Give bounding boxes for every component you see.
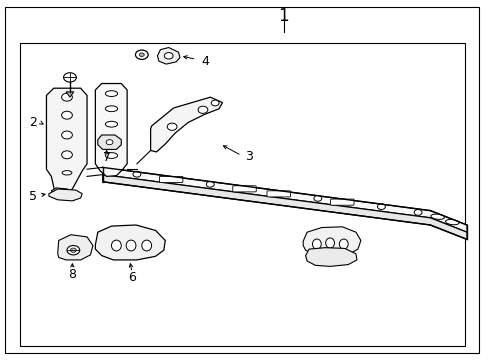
Circle shape [139,53,144,57]
Text: 3: 3 [245,150,253,163]
Polygon shape [157,48,180,64]
Text: 6: 6 [128,271,136,284]
Polygon shape [98,135,121,149]
Circle shape [63,73,76,82]
Polygon shape [102,175,466,239]
Polygon shape [46,88,87,198]
Ellipse shape [105,138,117,143]
Text: 8: 8 [68,268,76,281]
Polygon shape [49,189,82,201]
Ellipse shape [430,214,444,219]
Bar [20,43,464,346]
Text: 7: 7 [102,151,110,164]
Circle shape [61,131,72,139]
FancyBboxPatch shape [159,176,183,183]
Circle shape [164,53,173,59]
Ellipse shape [105,153,117,158]
Circle shape [377,204,385,210]
Circle shape [206,181,214,187]
Ellipse shape [105,91,117,96]
FancyBboxPatch shape [266,191,290,197]
Text: 1: 1 [278,7,288,25]
Ellipse shape [339,239,347,249]
Circle shape [70,248,76,252]
Polygon shape [95,225,165,260]
Ellipse shape [105,121,117,127]
Text: 4: 4 [201,55,209,68]
Circle shape [61,111,72,119]
Circle shape [67,246,80,255]
Circle shape [61,151,72,159]
Ellipse shape [445,220,458,225]
Text: 2: 2 [29,116,37,129]
Polygon shape [303,227,360,256]
Circle shape [61,93,72,101]
Ellipse shape [62,171,72,175]
Ellipse shape [111,240,121,251]
Polygon shape [305,248,356,266]
FancyBboxPatch shape [330,199,353,205]
Ellipse shape [312,239,321,249]
Ellipse shape [105,106,117,112]
Polygon shape [95,84,127,176]
Circle shape [198,106,207,113]
Circle shape [135,50,148,59]
Ellipse shape [126,240,136,251]
FancyBboxPatch shape [232,186,256,192]
Circle shape [313,195,321,201]
Circle shape [167,123,177,130]
Ellipse shape [142,240,151,251]
Circle shape [413,210,421,215]
Polygon shape [66,92,74,97]
Circle shape [106,140,113,145]
Ellipse shape [325,238,334,248]
Polygon shape [51,188,74,199]
Polygon shape [102,167,466,232]
Polygon shape [58,235,93,260]
Text: 5: 5 [29,190,37,203]
Circle shape [133,171,141,177]
Polygon shape [150,97,222,152]
Circle shape [211,100,219,106]
